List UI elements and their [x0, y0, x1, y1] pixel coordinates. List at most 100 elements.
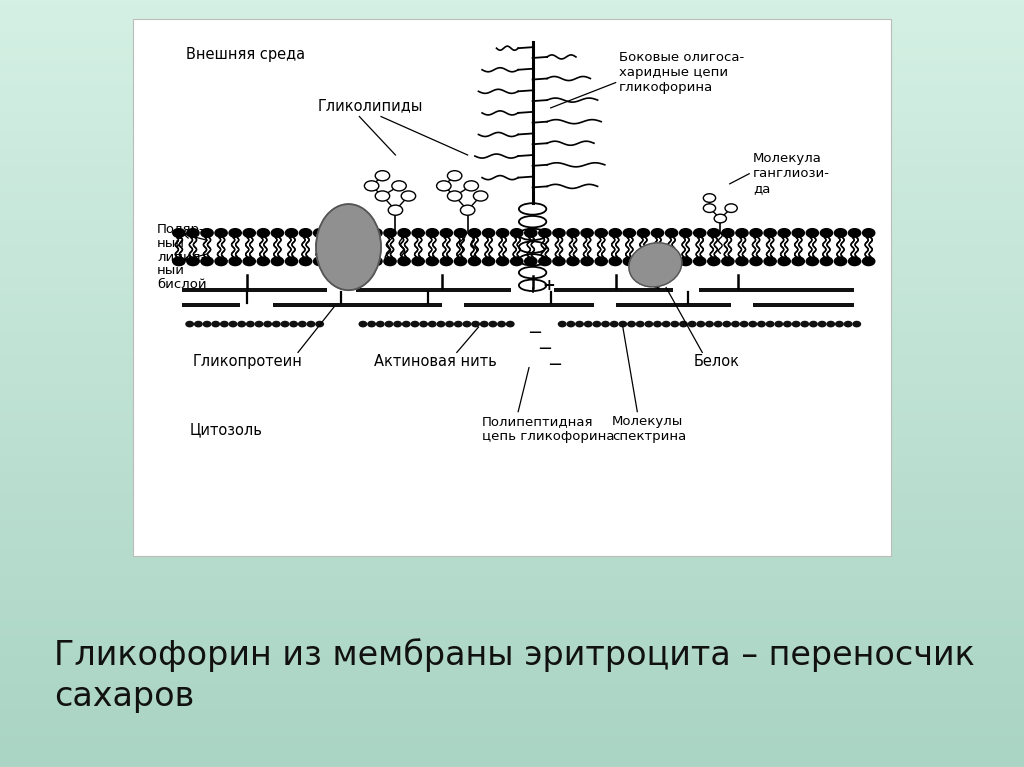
Circle shape: [257, 257, 269, 265]
Circle shape: [628, 321, 635, 327]
Circle shape: [455, 321, 462, 327]
FancyBboxPatch shape: [355, 288, 511, 292]
Circle shape: [663, 321, 670, 327]
Circle shape: [849, 229, 861, 237]
Circle shape: [637, 229, 649, 237]
Circle shape: [693, 229, 706, 237]
Circle shape: [637, 321, 644, 327]
Circle shape: [862, 257, 874, 265]
Circle shape: [472, 321, 479, 327]
Text: −: −: [538, 341, 552, 358]
Circle shape: [609, 257, 622, 265]
Circle shape: [836, 321, 843, 327]
Circle shape: [624, 229, 636, 237]
Circle shape: [766, 321, 774, 327]
Circle shape: [461, 205, 475, 216]
Circle shape: [355, 229, 368, 237]
Circle shape: [749, 321, 757, 327]
FancyBboxPatch shape: [182, 303, 241, 308]
Circle shape: [229, 321, 237, 327]
Circle shape: [666, 257, 678, 265]
Circle shape: [455, 229, 467, 237]
Circle shape: [653, 321, 662, 327]
Circle shape: [862, 229, 874, 237]
FancyBboxPatch shape: [272, 303, 442, 308]
Text: −: −: [527, 324, 543, 342]
Circle shape: [703, 204, 716, 212]
Circle shape: [473, 191, 487, 201]
Circle shape: [468, 229, 480, 237]
Circle shape: [524, 229, 537, 237]
Circle shape: [201, 229, 213, 237]
Circle shape: [581, 229, 593, 237]
Circle shape: [793, 321, 800, 327]
Circle shape: [651, 257, 664, 265]
Circle shape: [398, 257, 411, 265]
Text: Внешняя среда: Внешняя среда: [186, 48, 305, 62]
FancyBboxPatch shape: [464, 303, 594, 308]
Circle shape: [558, 321, 566, 327]
Circle shape: [637, 257, 649, 265]
Circle shape: [778, 229, 791, 237]
Circle shape: [764, 229, 776, 237]
Circle shape: [173, 257, 185, 265]
Circle shape: [723, 321, 730, 327]
Circle shape: [671, 321, 679, 327]
Circle shape: [412, 257, 424, 265]
Circle shape: [384, 229, 396, 237]
Circle shape: [392, 181, 407, 191]
Circle shape: [271, 257, 284, 265]
Text: −: −: [547, 356, 562, 374]
Text: Гликофорин из мембраны эритроцита – переносчик
сахаров: Гликофорин из мембраны эритроцита – пере…: [54, 638, 975, 713]
Circle shape: [290, 321, 297, 327]
Circle shape: [243, 257, 255, 265]
Circle shape: [595, 257, 607, 265]
Circle shape: [388, 205, 402, 216]
Circle shape: [243, 229, 255, 237]
Circle shape: [272, 321, 281, 327]
Text: Цитозоль: Цитозоль: [189, 422, 262, 437]
Circle shape: [567, 257, 580, 265]
Circle shape: [328, 229, 340, 237]
Circle shape: [440, 257, 453, 265]
Circle shape: [725, 204, 737, 212]
Text: липид-: липид-: [158, 250, 206, 263]
Circle shape: [247, 321, 254, 327]
Circle shape: [313, 257, 326, 265]
Circle shape: [201, 257, 213, 265]
Circle shape: [299, 257, 311, 265]
Circle shape: [204, 321, 211, 327]
Circle shape: [835, 229, 847, 237]
Circle shape: [497, 257, 509, 265]
Text: цепь гликофорина: цепь гликофорина: [482, 430, 614, 443]
Circle shape: [186, 257, 199, 265]
Circle shape: [553, 229, 565, 237]
Circle shape: [255, 321, 263, 327]
Circle shape: [229, 257, 242, 265]
Circle shape: [238, 321, 246, 327]
Ellipse shape: [629, 243, 682, 287]
Circle shape: [412, 229, 424, 237]
Circle shape: [480, 321, 488, 327]
Circle shape: [271, 229, 284, 237]
FancyBboxPatch shape: [753, 303, 854, 308]
Circle shape: [212, 321, 219, 327]
Text: Гликопротеин: Гликопротеин: [193, 354, 302, 368]
Text: Молекула: Молекула: [753, 152, 821, 165]
Circle shape: [401, 191, 416, 201]
Circle shape: [651, 229, 664, 237]
Text: Белок: Белок: [693, 354, 739, 368]
FancyBboxPatch shape: [554, 288, 674, 292]
FancyBboxPatch shape: [698, 288, 854, 292]
Circle shape: [173, 229, 185, 237]
Circle shape: [498, 321, 505, 327]
Circle shape: [714, 214, 726, 223]
Text: да: да: [753, 183, 770, 196]
Circle shape: [610, 321, 617, 327]
Text: харидные цепи: харидные цепи: [620, 66, 728, 79]
Circle shape: [497, 229, 509, 237]
FancyBboxPatch shape: [133, 19, 891, 556]
Circle shape: [428, 321, 436, 327]
Circle shape: [436, 181, 451, 191]
Circle shape: [385, 321, 392, 327]
